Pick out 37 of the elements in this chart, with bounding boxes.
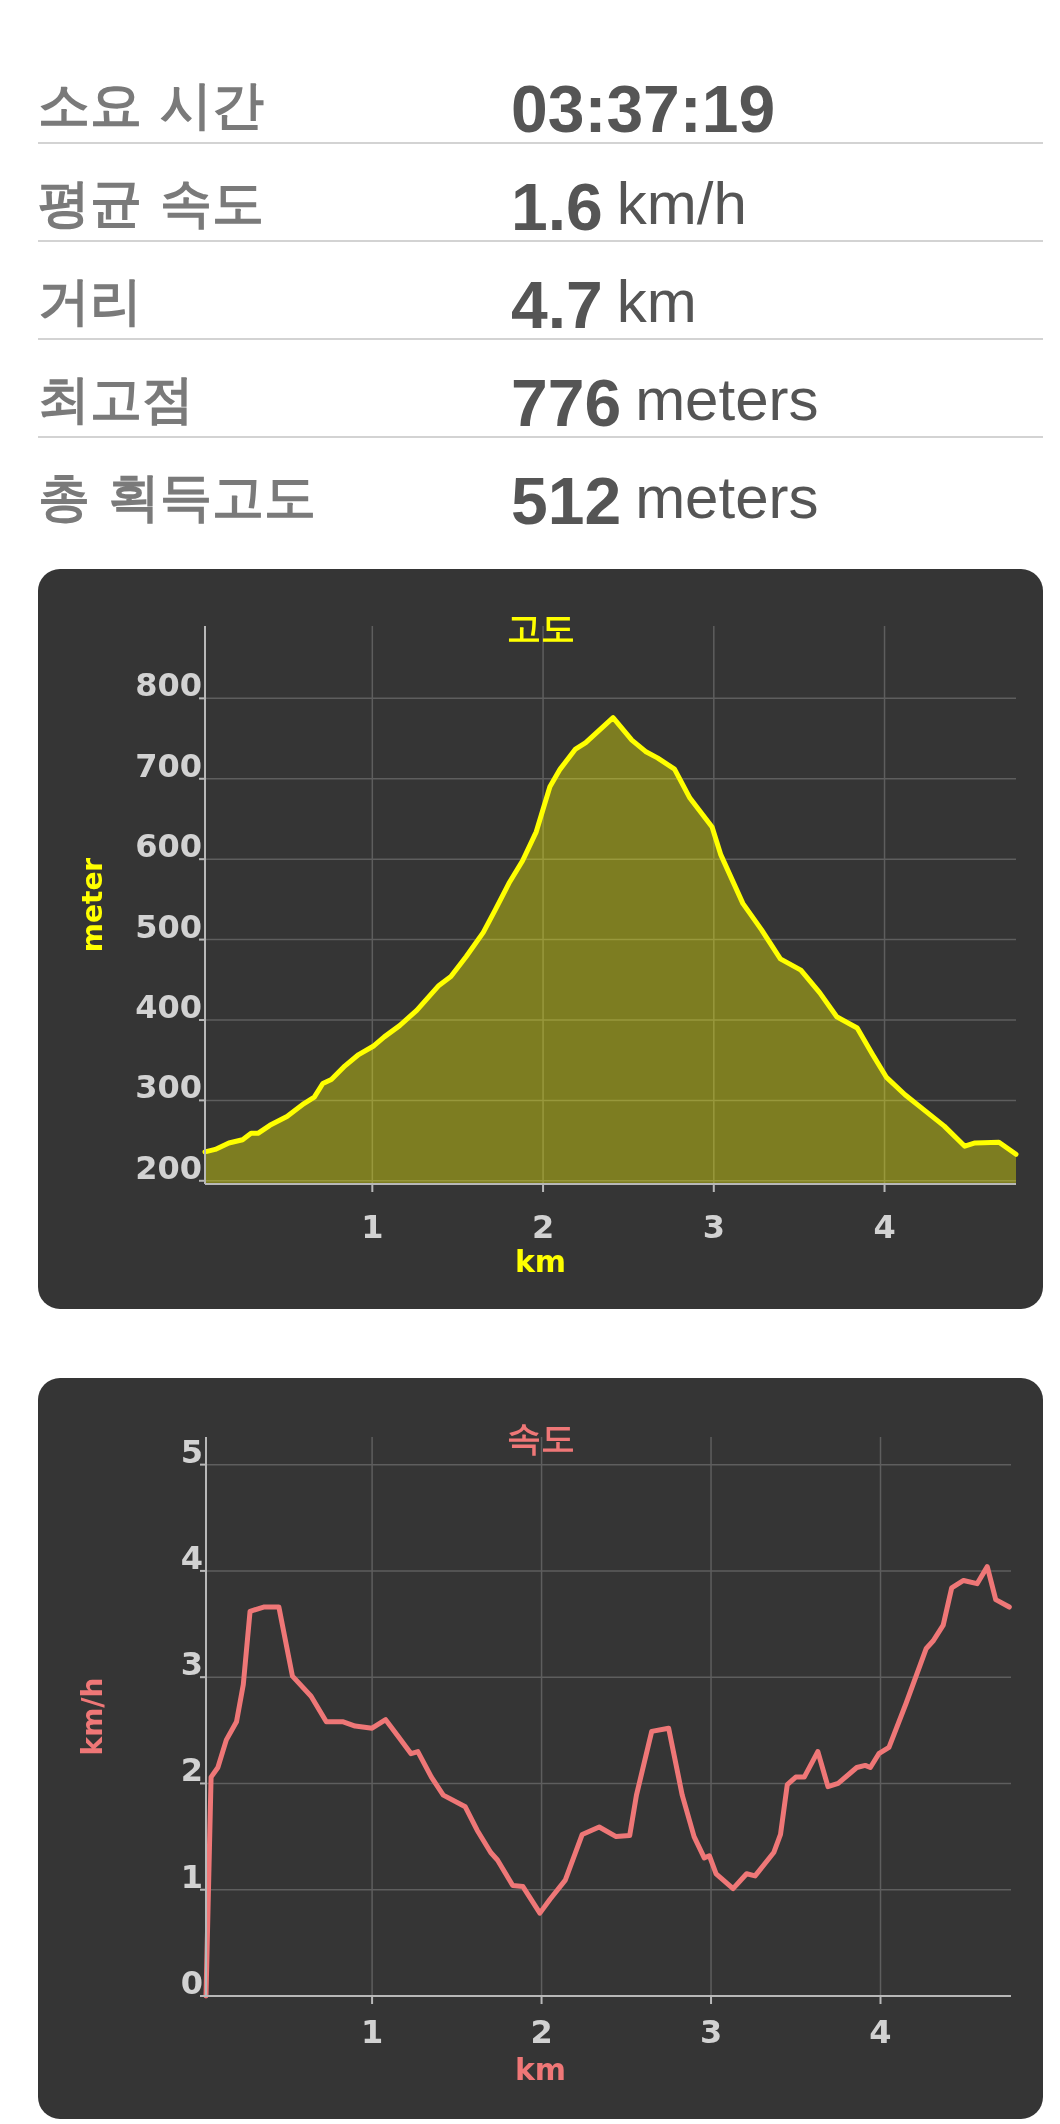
x-tick-label: 1 <box>361 1208 384 1246</box>
text: 512 meters <box>511 464 819 538</box>
y-tick-label: 2 <box>180 1751 203 1790</box>
x-tick-label: 2 <box>531 1208 555 1246</box>
text: 거리 <box>38 271 142 331</box>
x-tick-label: 3 <box>702 1208 725 1246</box>
y-tick-label: 400 <box>135 987 202 1026</box>
chart-title: 고도 <box>506 608 575 648</box>
x-axis-title: km <box>514 1244 567 1279</box>
y-tick-label: 4 <box>180 1538 203 1577</box>
text: 776 meters <box>511 366 819 440</box>
text: 총 획득고도 <box>38 467 317 527</box>
y-tick-label: 700 <box>135 746 202 785</box>
x-tick-label: 1 <box>360 2013 384 2051</box>
x-tick-label: 4 <box>873 1208 896 1246</box>
text: 소요 시간 <box>38 75 265 135</box>
y-tick-label: 800 <box>135 666 202 705</box>
y-tick-label: 1 <box>180 1857 203 1896</box>
x-axis-title: km <box>514 2052 567 2087</box>
chart-title: 속도 <box>506 1418 575 1458</box>
y-tick-label: 500 <box>135 907 202 946</box>
text: 03:37:19 <box>511 72 776 146</box>
y-axis-title: km/h <box>76 1677 109 1756</box>
y-tick-label: 200 <box>135 1148 202 1187</box>
y-tick-label: 3 <box>180 1645 203 1684</box>
text: 평균 속도 <box>38 173 265 233</box>
x-tick-label: 4 <box>869 2013 892 2051</box>
text: 1.6 km/h <box>511 170 747 244</box>
text: 최고점 <box>38 369 194 429</box>
y-tick-label: 300 <box>135 1068 202 1107</box>
y-tick-label: 5 <box>180 1432 203 1471</box>
x-tick-label: 3 <box>699 2013 723 2051</box>
y-tick-label: 0 <box>180 1964 203 2002</box>
text: 4.7 km <box>511 268 697 342</box>
y-tick-label: 600 <box>135 827 202 866</box>
x-tick-label: 2 <box>530 2013 553 2051</box>
y-axis-title: meter <box>76 857 109 953</box>
